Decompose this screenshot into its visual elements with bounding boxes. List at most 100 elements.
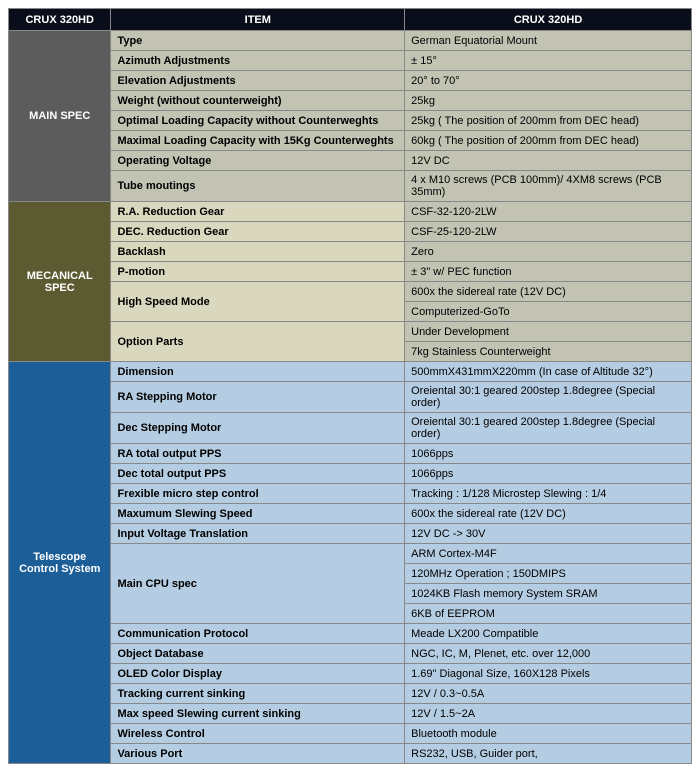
table-row: Communication ProtocolMeade LX200 Compat…: [9, 624, 692, 644]
table-row: Telescope Control SystemDimension500mmX4…: [9, 362, 692, 382]
spec-value: 20° to 70°: [405, 71, 692, 91]
spec-value: ARM Cortex-M4F: [405, 544, 692, 564]
spec-value: 6KB of EEPROM: [405, 604, 692, 624]
spec-item: Dimension: [111, 362, 405, 382]
table-row: Various PortRS232, USB, Guider port,: [9, 744, 692, 764]
spec-value: 12V / 1.5~2A: [405, 704, 692, 724]
spec-value: CSF-32-120-2LW: [405, 202, 692, 222]
table-row: MECANICAL SPECR.A. Reduction GearCSF-32-…: [9, 202, 692, 222]
spec-value: 120MHz Operation ; 150DMIPS: [405, 564, 692, 584]
spec-value: 60kg ( The position of 200mm from DEC he…: [405, 131, 692, 151]
table-row: Wireless ControlBluetooth module: [9, 724, 692, 744]
spec-value: 25kg: [405, 91, 692, 111]
spec-item: Tube moutings: [111, 171, 405, 202]
spec-item: Option Parts: [111, 322, 405, 362]
spec-item: Main CPU spec: [111, 544, 405, 624]
table-row: Optimal Loading Capacity without Counter…: [9, 111, 692, 131]
table-row: Input Voltage Translation12V DC -> 30V: [9, 524, 692, 544]
spec-item: Communication Protocol: [111, 624, 405, 644]
spec-item: Various Port: [111, 744, 405, 764]
spec-item: Dec Stepping Motor: [111, 413, 405, 444]
spec-item: RA Stepping Motor: [111, 382, 405, 413]
spec-item: Optimal Loading Capacity without Counter…: [111, 111, 405, 131]
spec-value: NGC, IC, M, Plenet, etc. over 12,000: [405, 644, 692, 664]
table-row: Dec total output PPS1066pps: [9, 464, 692, 484]
spec-value: 500mmX431mmX220mm (In case of Altitude 3…: [405, 362, 692, 382]
table-row: Max speed Slewing current sinking12V / 1…: [9, 704, 692, 724]
spec-item: Maximal Loading Capacity with 15Kg Count…: [111, 131, 405, 151]
table-row: Dec Stepping MotorOreiental 30:1 geared …: [9, 413, 692, 444]
section-label-tele: Telescope Control System: [9, 362, 111, 764]
table-row: RA total output PPS1066pps: [9, 444, 692, 464]
table-row: Object DatabaseNGC, IC, M, Plenet, etc. …: [9, 644, 692, 664]
spec-table: CRUX 320HD ITEM CRUX 320HD MAIN SPECType…: [8, 8, 692, 764]
section-label-main: MAIN SPEC: [9, 31, 111, 202]
header-item: ITEM: [111, 9, 405, 31]
header-value: CRUX 320HD: [405, 9, 692, 31]
table-row: Tracking current sinking12V / 0.3~0.5A: [9, 684, 692, 704]
spec-item: Object Database: [111, 644, 405, 664]
spec-value: Bluetooth module: [405, 724, 692, 744]
spec-value: 12V DC: [405, 151, 692, 171]
spec-item: Azimuth Adjustments: [111, 51, 405, 71]
table-row: Elevation Adjustments20° to 70°: [9, 71, 692, 91]
spec-value: 1066pps: [405, 464, 692, 484]
spec-value: Computerized-GoTo: [405, 302, 692, 322]
table-row: RA Stepping MotorOreiental 30:1 geared 2…: [9, 382, 692, 413]
header-row: CRUX 320HD ITEM CRUX 320HD: [9, 9, 692, 31]
table-row: Azimuth Adjustments± 15°: [9, 51, 692, 71]
table-row: BacklashZero: [9, 242, 692, 262]
section-label-mech: MECANICAL SPEC: [9, 202, 111, 362]
table-row: Maximal Loading Capacity with 15Kg Count…: [9, 131, 692, 151]
spec-item: Operating Voltage: [111, 151, 405, 171]
spec-value: 1066pps: [405, 444, 692, 464]
spec-item: Tracking current sinking: [111, 684, 405, 704]
spec-value: 25kg ( The position of 200mm from DEC he…: [405, 111, 692, 131]
spec-item: Type: [111, 31, 405, 51]
spec-value: Under Development: [405, 322, 692, 342]
spec-value: ± 15°: [405, 51, 692, 71]
spec-value: 600x the sidereal rate (12V DC): [405, 282, 692, 302]
table-row: Frexible micro step control Tracking : 1…: [9, 484, 692, 504]
header-corner: CRUX 320HD: [9, 9, 111, 31]
spec-item: Frexible micro step control: [111, 484, 405, 504]
spec-body: MAIN SPECTypeGerman Equatorial MountAzim…: [9, 31, 692, 764]
table-row: Maxumum Slewing Speed600x the sidereal r…: [9, 504, 692, 524]
spec-item: Weight (without counterweight): [111, 91, 405, 111]
table-row: OLED Color Display1.69" Diagonal Size, 1…: [9, 664, 692, 684]
spec-item: High Speed Mode: [111, 282, 405, 322]
table-row: Tube moutings4 x M10 screws (PCB 100mm)/…: [9, 171, 692, 202]
spec-value: 1024KB Flash memory System SRAM: [405, 584, 692, 604]
spec-value: Oreiental 30:1 geared 200step 1.8degree …: [405, 413, 692, 444]
spec-value: Meade LX200 Compatible: [405, 624, 692, 644]
spec-item: RA total output PPS: [111, 444, 405, 464]
spec-item: OLED Color Display: [111, 664, 405, 684]
spec-item: R.A. Reduction Gear: [111, 202, 405, 222]
spec-item: Wireless Control: [111, 724, 405, 744]
spec-item: DEC. Reduction Gear: [111, 222, 405, 242]
spec-value: Tracking : 1/128 Microstep Slewing : 1/4: [405, 484, 692, 504]
spec-item: Maxumum Slewing Speed: [111, 504, 405, 524]
spec-item: Max speed Slewing current sinking: [111, 704, 405, 724]
table-row: High Speed Mode600x the sidereal rate (1…: [9, 282, 692, 302]
spec-item: Input Voltage Translation: [111, 524, 405, 544]
spec-item: P-motion: [111, 262, 405, 282]
spec-value: 12V DC -> 30V: [405, 524, 692, 544]
spec-value: 1.69" Diagonal Size, 160X128 Pixels: [405, 664, 692, 684]
spec-value: CSF-25-120-2LW: [405, 222, 692, 242]
table-row: MAIN SPECTypeGerman Equatorial Mount: [9, 31, 692, 51]
spec-value: 12V / 0.3~0.5A: [405, 684, 692, 704]
spec-item: Backlash: [111, 242, 405, 262]
table-row: Main CPU specARM Cortex-M4F: [9, 544, 692, 564]
spec-item: Elevation Adjustments: [111, 71, 405, 91]
spec-value: German Equatorial Mount: [405, 31, 692, 51]
spec-value: 7kg Stainless Counterweight: [405, 342, 692, 362]
spec-value: ± 3" w/ PEC function: [405, 262, 692, 282]
table-row: Weight (without counterweight)25kg: [9, 91, 692, 111]
spec-value: RS232, USB, Guider port,: [405, 744, 692, 764]
table-row: DEC. Reduction GearCSF-25-120-2LW: [9, 222, 692, 242]
table-row: Operating Voltage12V DC: [9, 151, 692, 171]
spec-item: Dec total output PPS: [111, 464, 405, 484]
table-row: Option PartsUnder Development: [9, 322, 692, 342]
spec-value: Oreiental 30:1 geared 200step 1.8degree …: [405, 382, 692, 413]
